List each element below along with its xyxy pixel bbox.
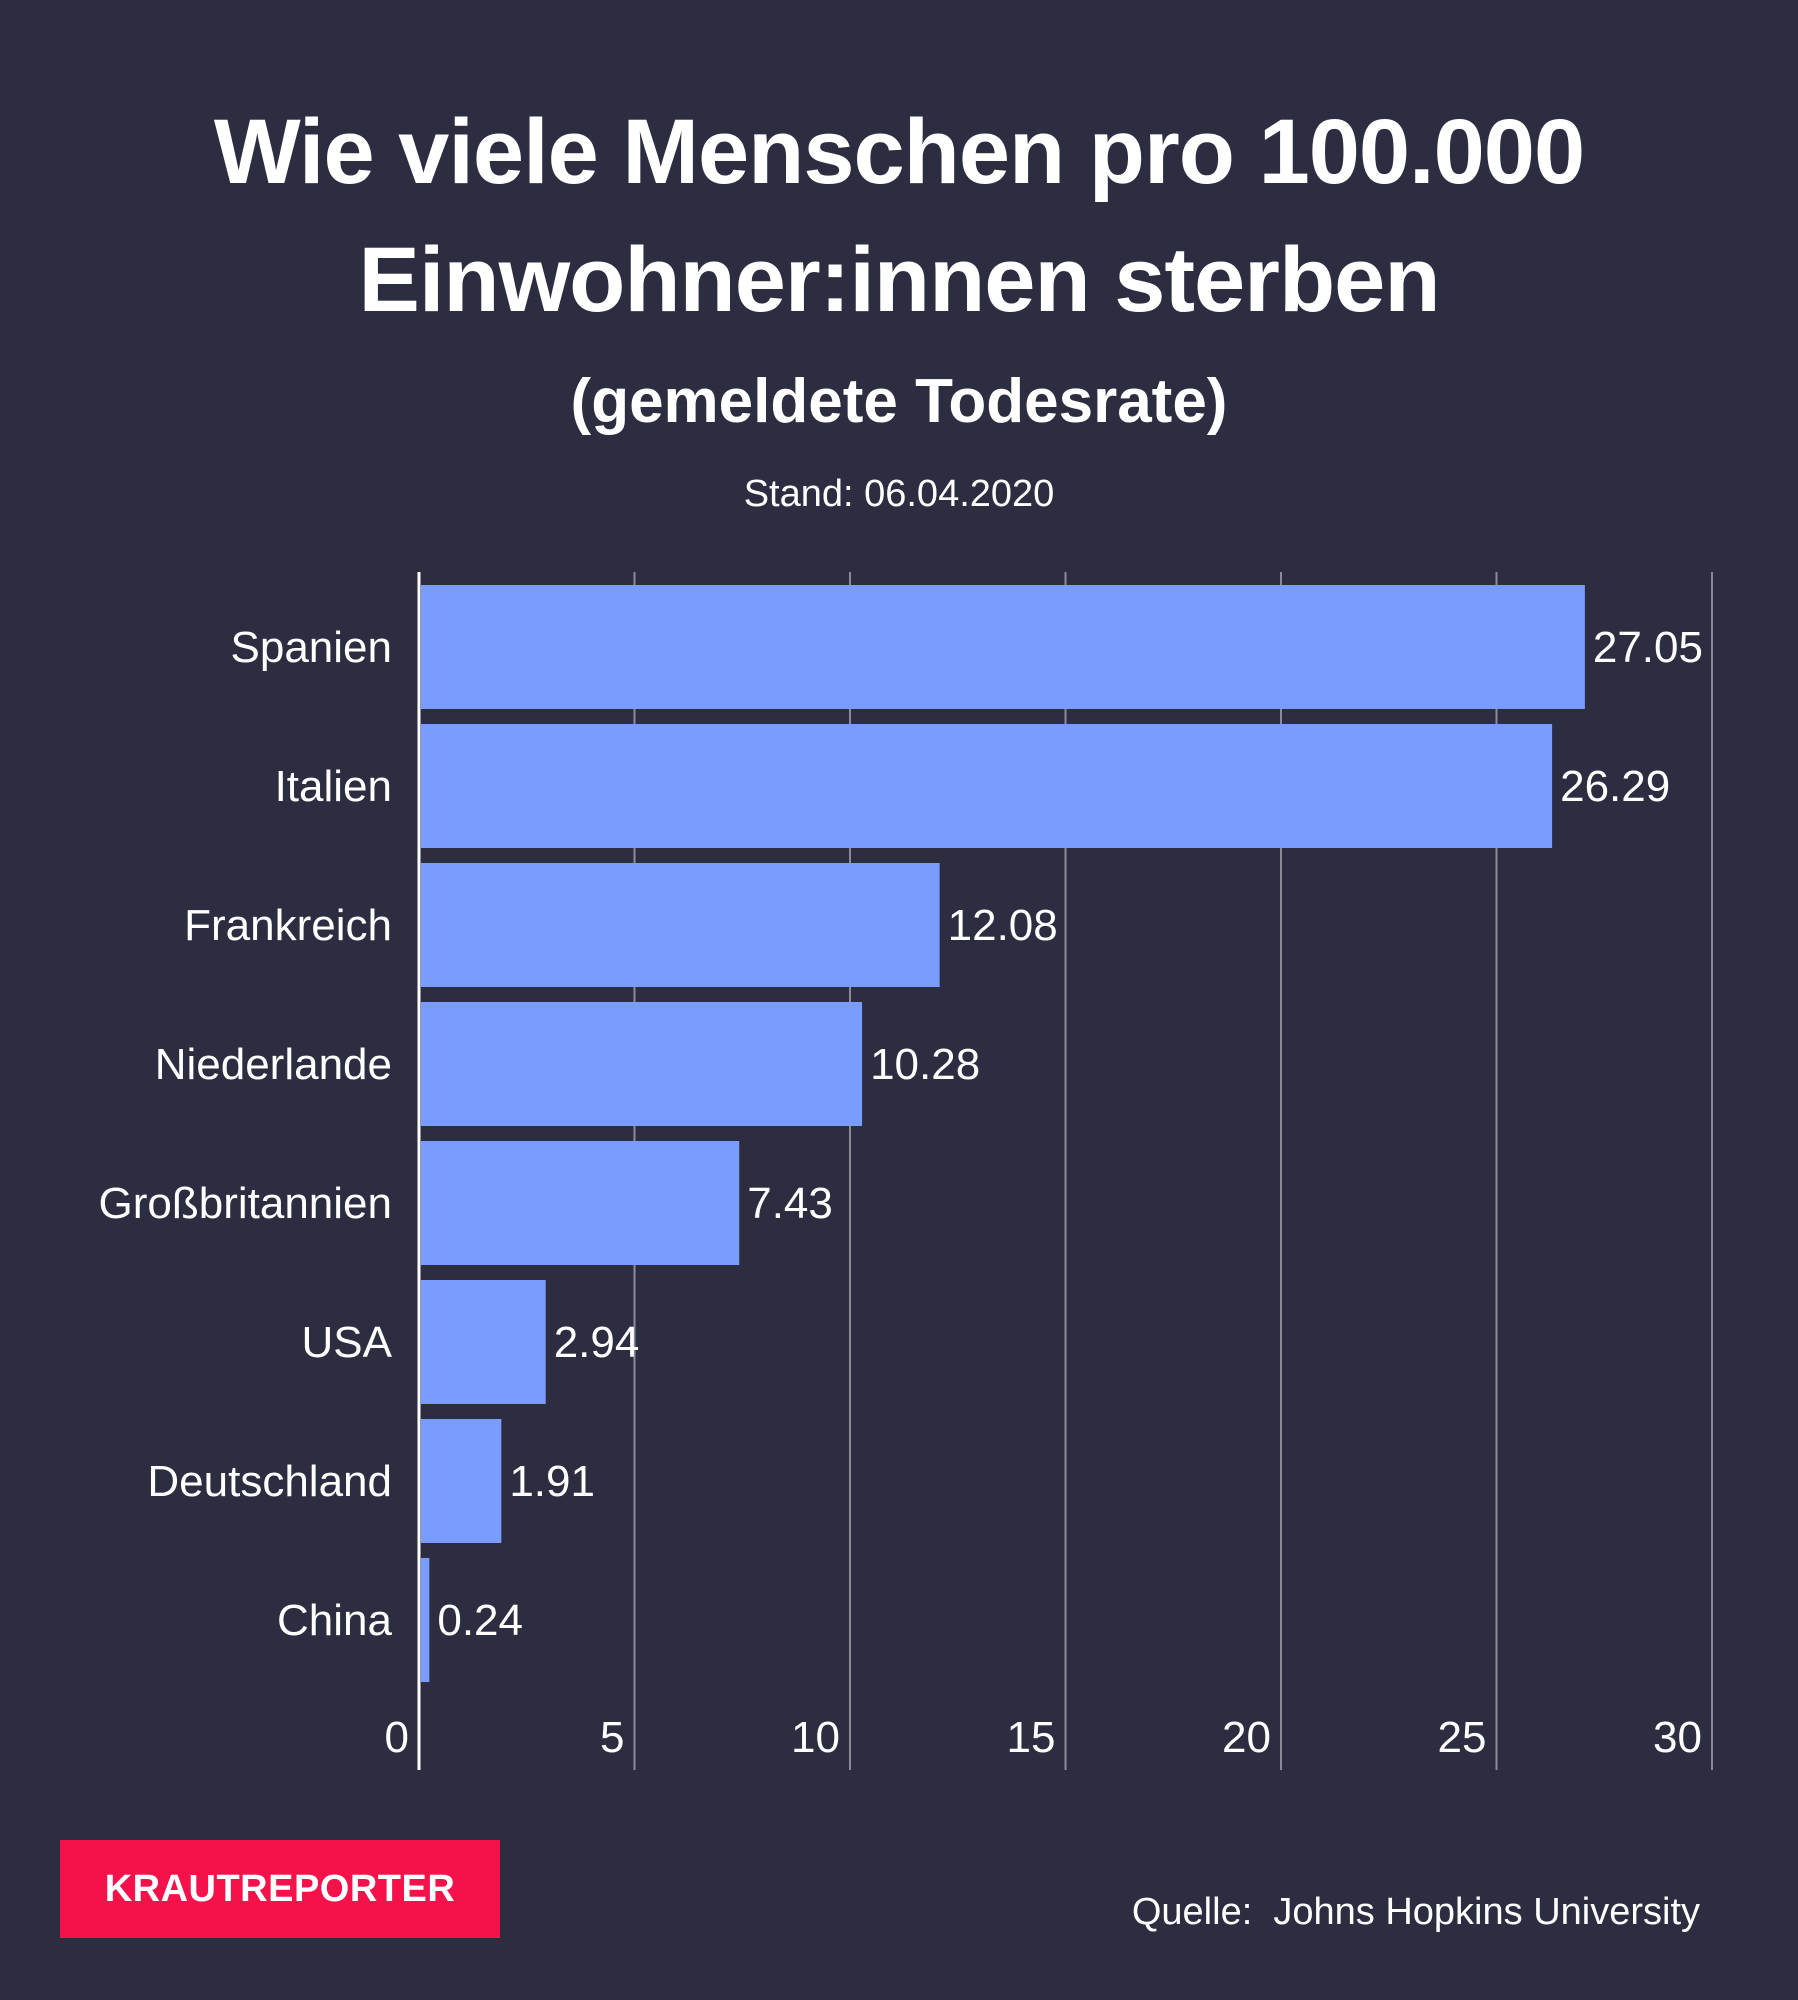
value-label: 10.28 <box>870 1040 980 1089</box>
value-label: 26.29 <box>1560 762 1670 811</box>
bar-Niederlande <box>421 1002 863 1126</box>
bar-USA <box>421 1280 546 1404</box>
category-label: China <box>277 1596 392 1645</box>
value-label: 27.05 <box>1593 623 1703 672</box>
bar-Spanien <box>421 585 1585 709</box>
chart-title: Wie viele Menschen pro 100.000 Einwohner… <box>0 88 1798 344</box>
category-label: Niederlande <box>155 1040 392 1089</box>
category-label: Großbritannien <box>99 1179 392 1228</box>
value-label: 7.43 <box>747 1179 833 1228</box>
x-tick-label: 15 <box>1007 1713 1056 1762</box>
category-label: Frankreich <box>184 901 392 950</box>
source-label: Quelle: <box>1131 1891 1253 1933</box>
category-label: Spanien <box>231 623 392 672</box>
x-tick-label: 25 <box>1438 1713 1487 1762</box>
title-line-1: Wie viele Menschen pro 100.000 <box>213 101 1585 203</box>
krautreporter-logo: KRAUTREPORTER <box>60 1840 500 1938</box>
date-note: Stand: 06.04.2020 <box>743 473 1055 515</box>
bar-Deutschland <box>421 1419 502 1543</box>
x-tick-label: 10 <box>791 1713 840 1762</box>
chart-subtitle: (gemeldete Todesrate) <box>570 367 1228 436</box>
x-tick-label: 30 <box>1653 1713 1702 1762</box>
x-tick-label: 20 <box>1222 1713 1271 1762</box>
bar-China <box>421 1558 430 1682</box>
bar-Frankreich <box>421 863 940 987</box>
bar-Großbritannien <box>421 1141 740 1265</box>
value-label: 1.91 <box>509 1457 595 1506</box>
value-label: 2.94 <box>554 1318 640 1367</box>
value-label: 0.24 <box>437 1596 523 1645</box>
bar-Italien <box>421 724 1553 848</box>
category-label: Italien <box>275 762 392 811</box>
source-value: Johns Hopkins University <box>1273 1891 1700 1933</box>
value-label: 12.08 <box>948 901 1058 950</box>
category-label: USA <box>302 1318 393 1367</box>
x-tick-label: 5 <box>600 1713 624 1762</box>
category-label: Deutschland <box>147 1457 392 1506</box>
source-note: Quelle: Johns Hopkins University <box>1132 1888 1700 1936</box>
title-line-2: Einwohner:innen sterben <box>358 229 1440 331</box>
x-tick-label: 0 <box>385 1713 409 1762</box>
